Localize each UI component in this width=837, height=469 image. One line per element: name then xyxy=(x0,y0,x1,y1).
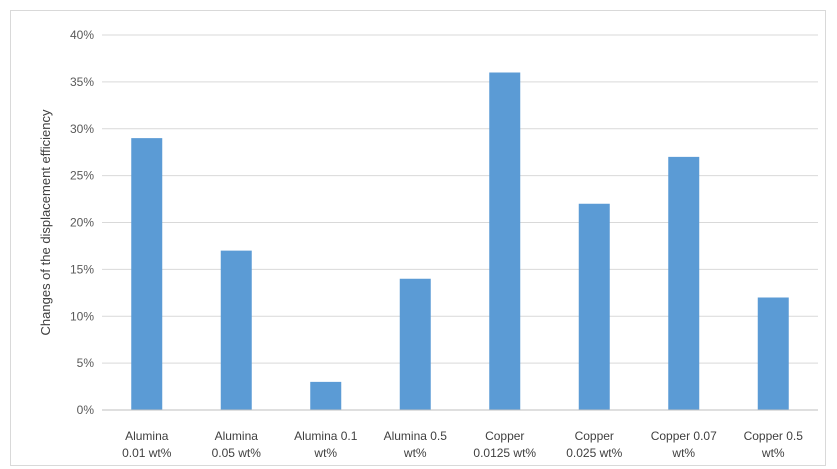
bar xyxy=(668,156,700,410)
y-tick-label: 10% xyxy=(70,309,94,323)
x-axis-categories: Alumina 0.01 wt% Alumina 0.05 wt% Alumina 0.… xyxy=(122,429,803,460)
bar xyxy=(220,250,252,410)
bar xyxy=(489,72,521,410)
bars xyxy=(131,72,789,410)
x-category-label: Copper 0.5 wt% xyxy=(744,429,804,460)
x-category-label: Alumina 0.05 wt% xyxy=(212,429,262,460)
bar xyxy=(310,381,342,410)
x-category-label: Alumina 0.5 wt% xyxy=(384,429,448,460)
bar xyxy=(131,138,163,410)
gridlines xyxy=(102,34,818,364)
y-axis-ticks: 0% 5% 10% 15% 20% 25% 30% 35% 40% xyxy=(70,28,94,417)
x-category-label: Copper 0.025 wt% xyxy=(566,429,622,460)
y-axis-title: Changes of the displacement efficiency xyxy=(38,109,53,335)
bar xyxy=(757,297,789,410)
y-tick-label: 5% xyxy=(77,356,95,370)
y-tick-label: 20% xyxy=(70,216,94,230)
x-category-label: Copper 0.0125 wt% xyxy=(473,429,536,460)
y-tick-label: 35% xyxy=(70,75,94,89)
y-tick-label: 40% xyxy=(70,28,94,42)
y-tick-label: 25% xyxy=(70,169,94,183)
y-tick-label: 30% xyxy=(70,122,94,136)
bar xyxy=(578,203,610,410)
bar xyxy=(399,278,431,410)
x-category-label: Copper 0.07 wt% xyxy=(651,429,717,460)
y-tick-label: 0% xyxy=(77,403,95,417)
x-category-label: Alumina 0.1 wt% xyxy=(294,429,358,460)
x-category-label: Alumina 0.01 wt% xyxy=(122,429,172,460)
y-tick-label: 15% xyxy=(70,262,94,276)
